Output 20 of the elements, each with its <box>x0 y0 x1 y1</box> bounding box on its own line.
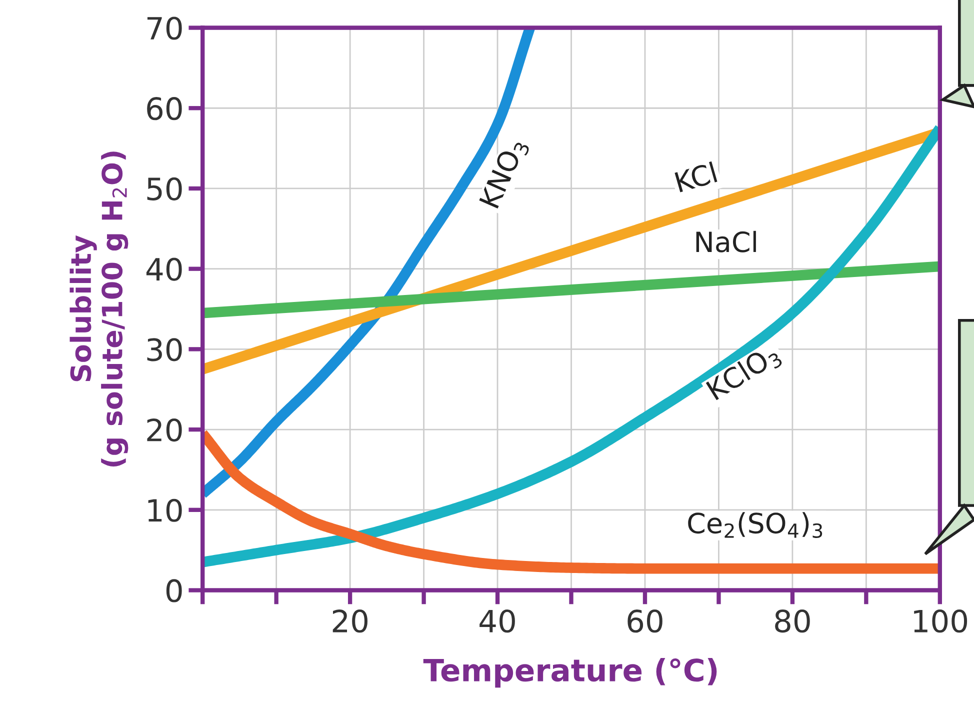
x-tick-label: 80 <box>775 610 810 633</box>
series-label: Ce$_{2}$(SO$_{4}$)$_{3}$ <box>688 512 822 538</box>
series-label: NaCl <box>696 230 756 252</box>
text: KClO$_{3}$ <box>705 342 784 404</box>
y-axis-title: Solubility (g solute/100 g H$_{2}$O) <box>70 152 128 466</box>
x-axis-title: Temperature (°C) <box>423 658 717 688</box>
y-tick-label: 20 <box>147 418 182 442</box>
text: KCl <box>674 161 718 193</box>
y-tick-label: 60 <box>147 97 182 120</box>
x-tick-label: 60 <box>628 610 662 633</box>
y-tick-label: 30 <box>147 338 182 362</box>
x-tick-label: 40 <box>480 610 515 633</box>
x-tick-label: 100 <box>914 610 968 633</box>
x-tick-label: 20 <box>332 610 368 633</box>
y-tick-label: 40 <box>146 258 182 281</box>
y-tick-label: 70 <box>147 16 182 40</box>
text: KNO$_{3}$ <box>478 136 530 211</box>
y-tick-label: 0 <box>166 579 182 602</box>
y-tick-label: 50 <box>147 177 182 201</box>
y-tick-label: 10 <box>148 498 182 522</box>
